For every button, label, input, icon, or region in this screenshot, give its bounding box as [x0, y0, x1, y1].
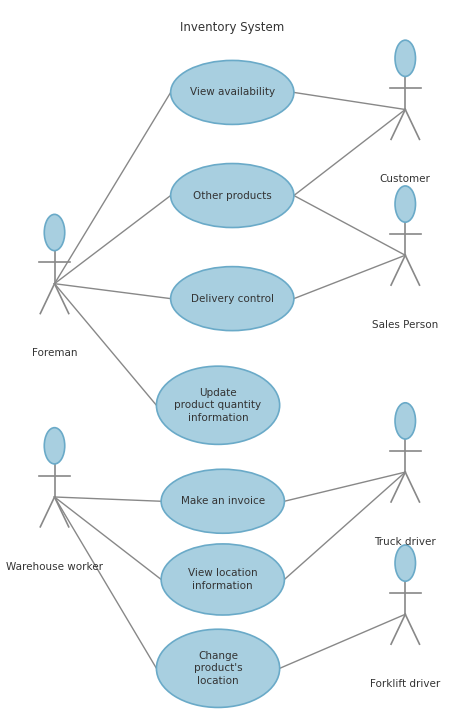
Ellipse shape [395, 402, 416, 439]
Text: Truck driver: Truck driver [374, 537, 436, 547]
Ellipse shape [171, 164, 294, 228]
Text: Other products: Other products [193, 191, 272, 201]
Text: Change
product's
location: Change product's location [194, 651, 242, 685]
Ellipse shape [161, 544, 284, 615]
Text: Foreman: Foreman [32, 348, 77, 358]
Ellipse shape [44, 428, 65, 464]
Ellipse shape [44, 215, 65, 251]
Text: Sales Person: Sales Person [372, 320, 438, 330]
Text: View availability: View availability [190, 87, 275, 97]
Ellipse shape [161, 469, 284, 533]
Ellipse shape [395, 545, 416, 582]
Ellipse shape [395, 186, 416, 222]
Ellipse shape [156, 629, 280, 707]
Text: Delivery control: Delivery control [191, 294, 274, 304]
Ellipse shape [395, 40, 416, 77]
Text: Inventory System: Inventory System [180, 21, 284, 34]
Text: Update
product quantity
information: Update product quantity information [174, 388, 262, 422]
Text: Warehouse worker: Warehouse worker [6, 562, 103, 572]
Ellipse shape [156, 366, 280, 444]
Ellipse shape [171, 267, 294, 331]
Text: Make an invoice: Make an invoice [181, 496, 265, 506]
Text: View location
information: View location information [188, 568, 257, 591]
Text: Customer: Customer [380, 174, 431, 184]
Text: Forklift driver: Forklift driver [370, 679, 440, 689]
Ellipse shape [171, 60, 294, 124]
